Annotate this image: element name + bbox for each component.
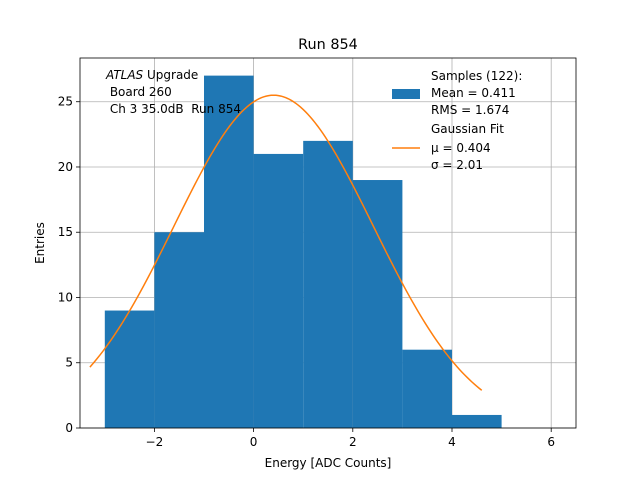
- chart-title: Run 854: [298, 37, 358, 53]
- legend-samples-rms: RMS = 1.674: [431, 103, 509, 117]
- plot-frame: [79, 57, 577, 429]
- y-tick-label: 25: [58, 95, 73, 109]
- histogram-bars: [104, 75, 502, 429]
- histogram-bar: [253, 153, 304, 429]
- histogram-bar: [303, 140, 353, 428]
- y-tick-label: 0: [65, 421, 73, 435]
- y-tick-label: 10: [58, 290, 73, 304]
- annotation-upgrade-word: Upgrade: [143, 68, 198, 82]
- gaussian-fit-curve: [89, 94, 483, 391]
- x-axis-ticks: −2 0 2 4 6: [146, 428, 555, 449]
- legend-fit-sigma: σ = 2.01: [431, 158, 483, 172]
- histogram-bar: [204, 75, 254, 428]
- atlas-annotation: ATLAS Upgrade Board 260 Ch 3 35.0dB Run …: [105, 68, 241, 116]
- histogram-bar: [154, 232, 204, 428]
- legend-samples-swatch: [392, 89, 420, 99]
- legend-fit-title: Gaussian Fit: [431, 122, 504, 136]
- legend: Samples (122): Mean = 0.411 RMS = 1.674 …: [392, 69, 522, 172]
- annotation-line-2: Board 260: [106, 85, 172, 99]
- histogram-bar: [352, 180, 403, 428]
- x-axis-label: Energy [ADC Counts]: [265, 456, 392, 470]
- histogram-bar: [452, 414, 502, 428]
- x-tick-label: 2: [349, 435, 357, 449]
- legend-samples-mean: Mean = 0.411: [431, 86, 516, 100]
- annotation-line-3: Ch 3 35.0dB Run 854: [106, 102, 241, 116]
- y-tick-label: 15: [58, 225, 73, 239]
- histogram-bar: [402, 349, 452, 428]
- x-tick-label: −2: [146, 435, 164, 449]
- histogram-bar: [104, 310, 155, 428]
- y-axis-label: Entries: [33, 222, 47, 264]
- x-tick-label: 0: [250, 435, 258, 449]
- annotation-line-1: ATLAS Upgrade: [105, 68, 198, 82]
- y-tick-label: 20: [58, 160, 73, 174]
- y-tick-label: 5: [65, 356, 73, 370]
- legend-samples-title: Samples (122):: [431, 69, 522, 83]
- legend-fit-mu: μ = 0.404: [431, 141, 491, 155]
- x-tick-label: 4: [448, 435, 456, 449]
- x-tick-label: 6: [547, 435, 555, 449]
- y-axis-ticks: 0 5 10 15 20 25: [58, 95, 80, 435]
- annotation-atlas-word: ATLAS: [105, 68, 144, 82]
